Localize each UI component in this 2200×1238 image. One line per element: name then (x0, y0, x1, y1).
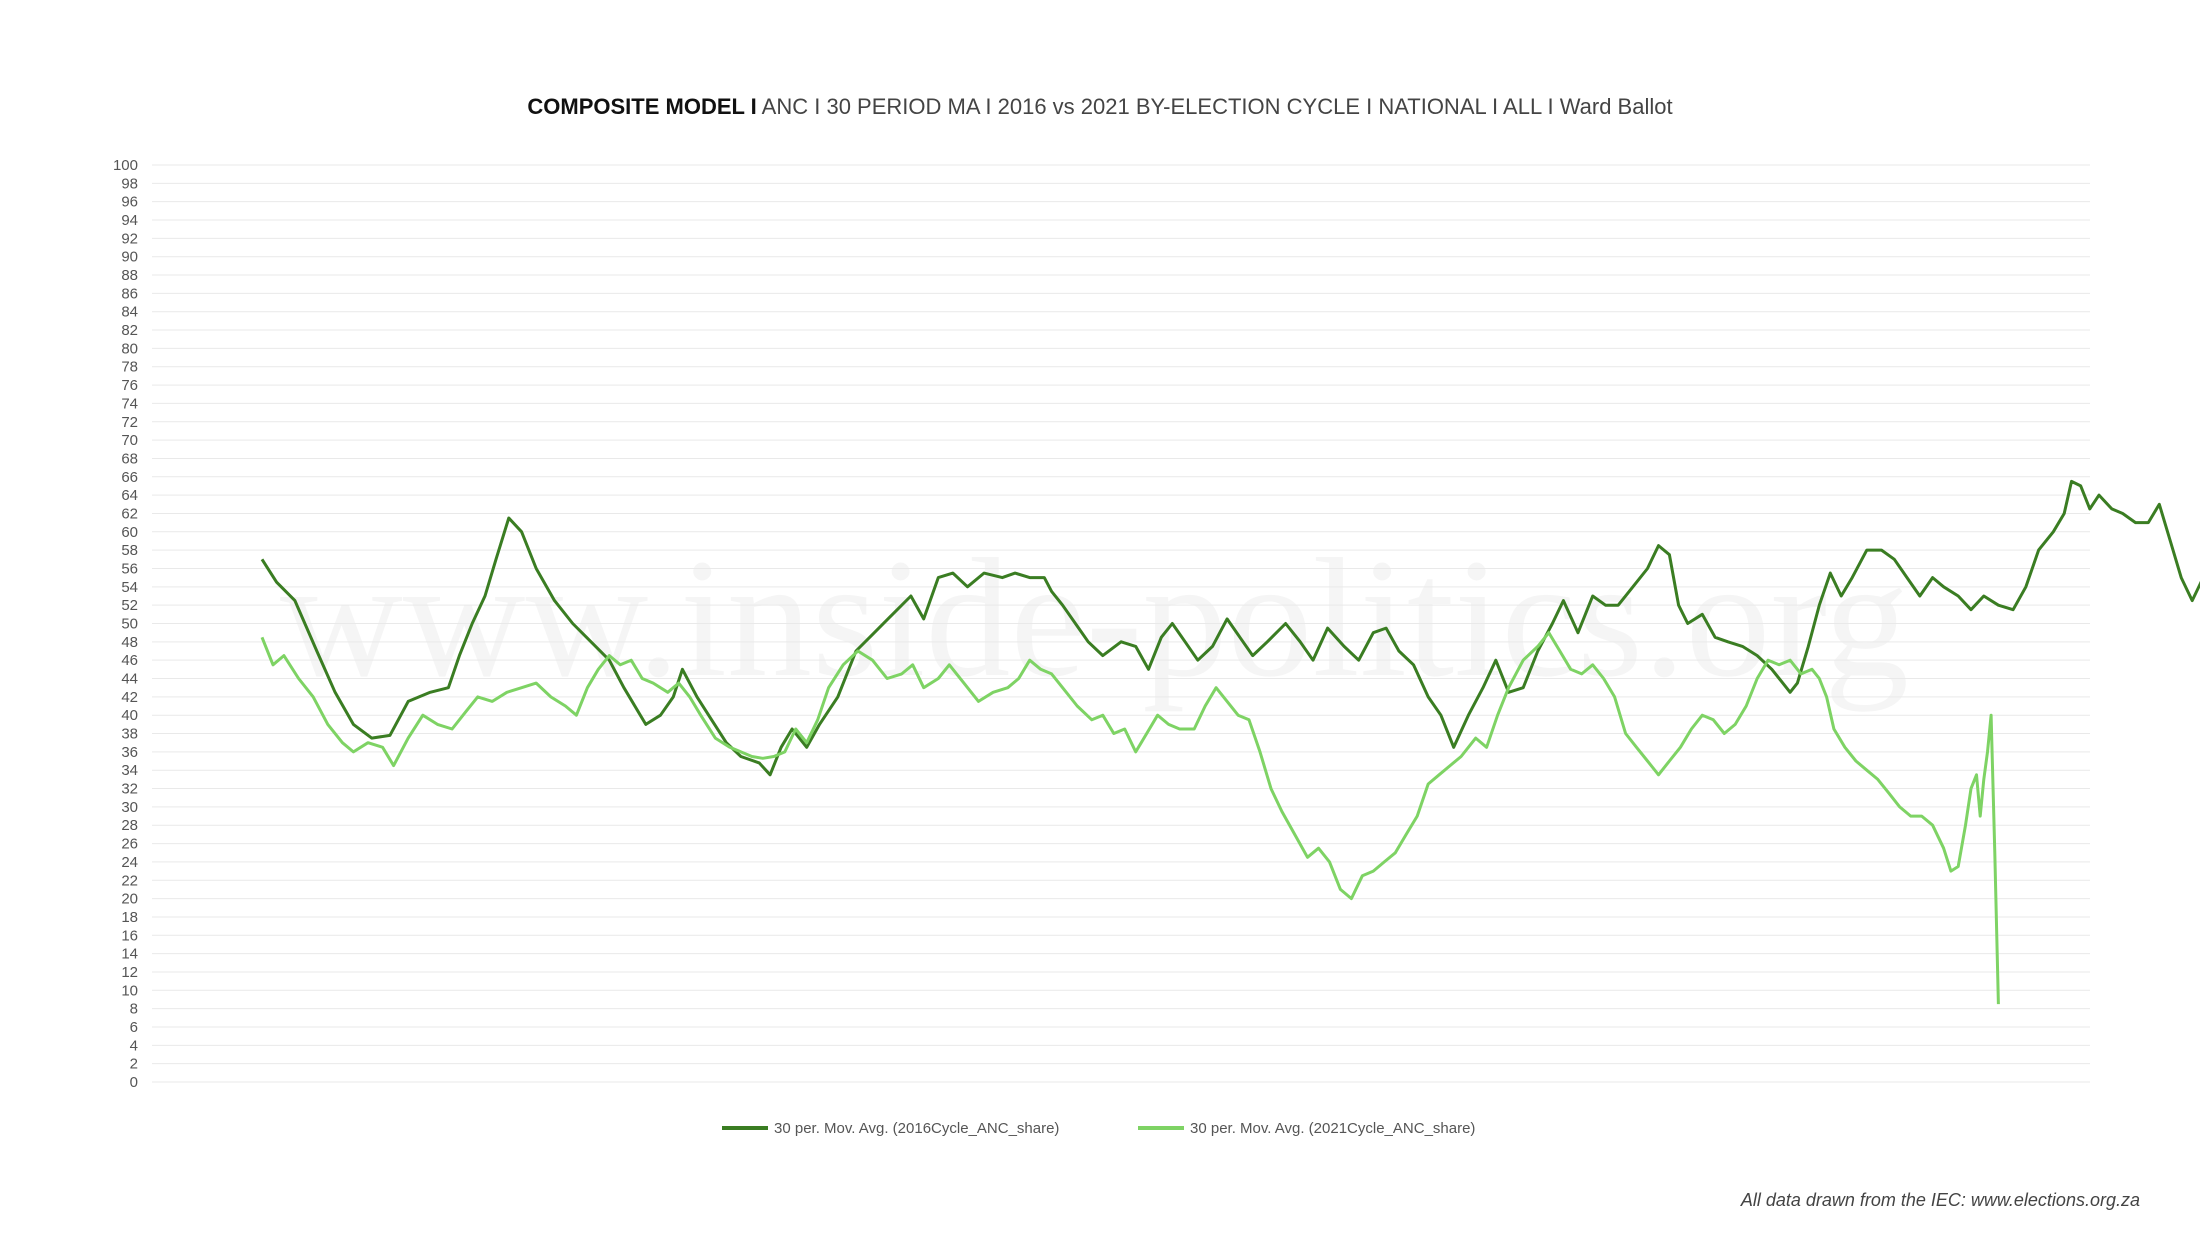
y-tick-label: 20 (121, 891, 138, 908)
y-tick-label: 100 (113, 157, 138, 174)
y-tick-label: 90 (121, 249, 138, 266)
y-tick-label: 28 (121, 817, 138, 834)
y-tick-label: 6 (130, 1019, 138, 1036)
y-tick-label: 22 (121, 872, 138, 889)
chart-title-rest: ANC I 30 PERIOD MA I 2016 vs 2021 BY-ELE… (757, 94, 1673, 119)
y-tick-label: 52 (121, 597, 138, 614)
y-tick-label: 88 (121, 267, 138, 284)
y-tick-label: 12 (121, 964, 138, 981)
y-tick-label: 44 (121, 671, 138, 688)
y-tick-label: 26 (121, 836, 138, 853)
y-tick-label: 34 (121, 762, 138, 779)
y-tick-label: 30 (121, 799, 138, 816)
y-tick-label: 66 (121, 469, 138, 486)
legend-label: 30 per. Mov. Avg. (2016Cycle_ANC_share) (774, 1120, 1059, 1137)
y-tick-label: 48 (121, 634, 138, 651)
legend-label: 30 per. Mov. Avg. (2021Cycle_ANC_share) (1190, 1120, 1475, 1137)
footnote: All data drawn from the IEC: www.electio… (1740, 1190, 2140, 1210)
y-tick-label: 36 (121, 744, 138, 761)
series-line-2021 (260, 631, 2000, 1005)
y-tick-label: 32 (121, 781, 138, 798)
y-tick-label: 4 (130, 1037, 138, 1054)
y-tick-label: 64 (121, 487, 138, 504)
y-axis-tick-labels: 0246810121416182022242628303234363840424… (113, 157, 138, 1091)
y-tick-label: 72 (121, 414, 138, 431)
y-tick-label: 24 (121, 854, 138, 871)
y-tick-label: 8 (130, 1001, 138, 1018)
y-tick-label: 0 (130, 1074, 138, 1091)
y-tick-label: 58 (121, 542, 138, 559)
y-tick-label: 14 (121, 946, 138, 963)
y-tick-label: 2 (130, 1056, 138, 1073)
y-tick-label: 38 (121, 726, 138, 743)
y-tick-label: 70 (121, 432, 138, 449)
y-tick-label: 60 (121, 524, 138, 541)
y-tick-label: 98 (121, 175, 138, 192)
y-tick-label: 42 (121, 689, 138, 706)
y-tick-label: 92 (121, 230, 138, 247)
y-tick-label: 76 (121, 377, 138, 394)
y-tick-label: 74 (121, 395, 138, 412)
y-tick-label: 80 (121, 340, 138, 357)
y-tick-label: 50 (121, 616, 138, 633)
y-tick-label: 54 (121, 579, 138, 596)
gridlines (152, 164, 2090, 1083)
series-line-2016 (260, 479, 2200, 777)
y-tick-label: 94 (121, 212, 138, 229)
y-tick-label: 96 (121, 194, 138, 211)
y-tick-label: 18 (121, 909, 138, 926)
legend: 30 per. Mov. Avg. (2016Cycle_ANC_share) 3… (722, 1120, 1475, 1137)
chart-title-bold: COMPOSITE MODEL I (527, 94, 756, 119)
y-tick-label: 62 (121, 505, 138, 522)
y-tick-label: 78 (121, 359, 138, 376)
y-tick-label: 82 (121, 322, 138, 339)
y-tick-label: 10 (121, 982, 138, 999)
y-tick-label: 40 (121, 707, 138, 724)
y-tick-label: 68 (121, 450, 138, 467)
series-lines (260, 479, 2200, 1005)
y-tick-label: 16 (121, 927, 138, 944)
y-tick-label: 86 (121, 285, 138, 302)
y-tick-label: 84 (121, 304, 138, 321)
y-tick-label: 46 (121, 652, 138, 669)
y-tick-label: 56 (121, 560, 138, 577)
chart-title: COMPOSITE MODEL I ANC I 30 PERIOD MA I 2… (527, 94, 1672, 119)
